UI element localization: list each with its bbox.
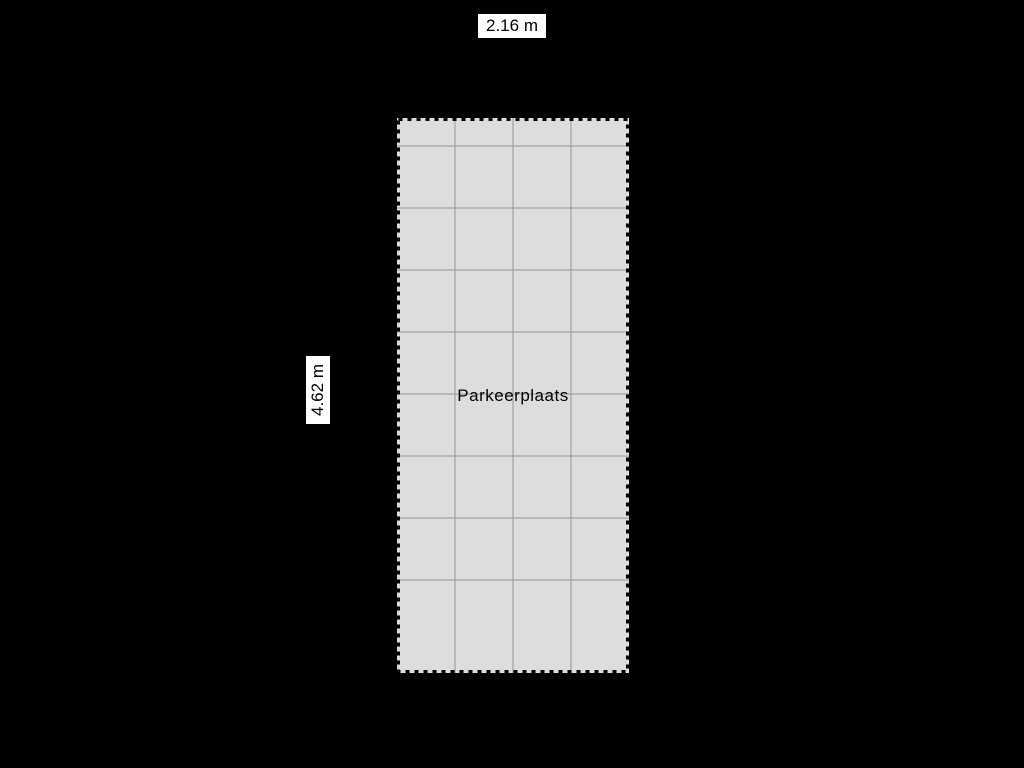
parking-rectangle: Parkeerplaats — [397, 118, 629, 673]
width-dimension-label: 2.16 m — [478, 14, 546, 38]
height-dimension-label: 4.62 m — [306, 356, 330, 424]
floorplan-canvas: 2.16 m 4.62 m Parkeerplaats — [0, 0, 1024, 768]
parking-name-label: Parkeerplaats — [457, 386, 568, 406]
